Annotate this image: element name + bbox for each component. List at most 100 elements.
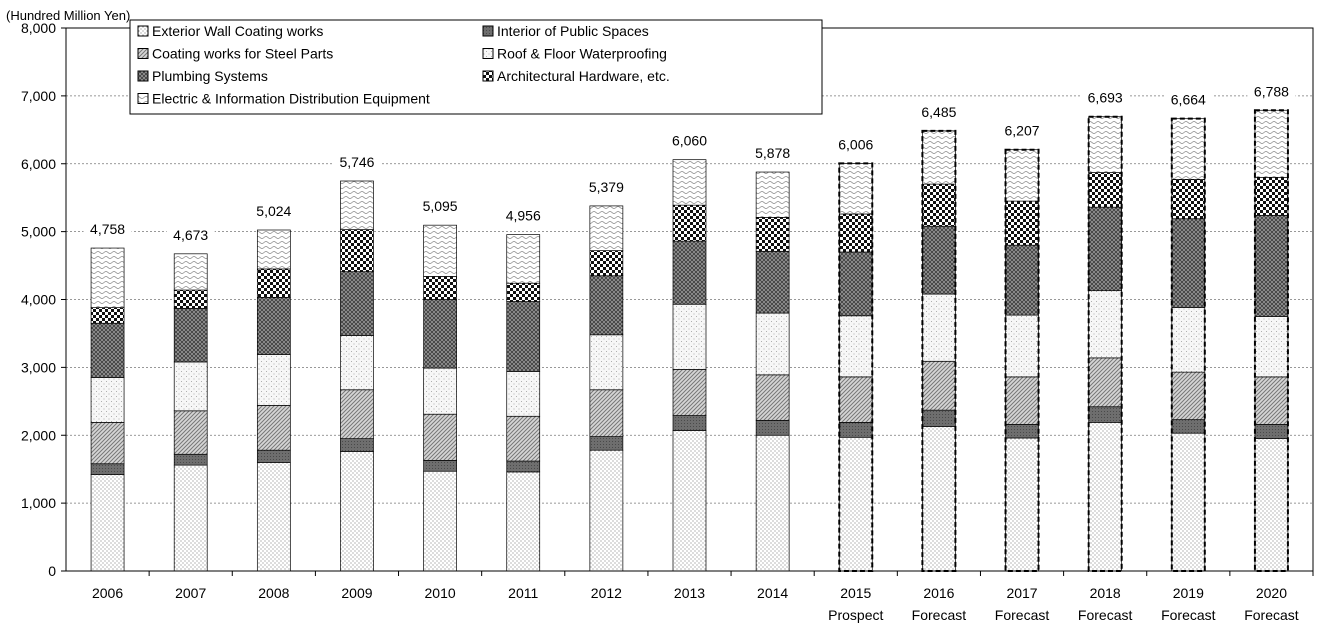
legend-entry-label: Exterior Wall Coating works xyxy=(152,23,323,39)
bar-segment-2 xyxy=(755,419,790,436)
total-label: 6,006 xyxy=(838,136,873,152)
bar-segment-4 xyxy=(506,371,541,417)
total-label: 4,956 xyxy=(506,208,541,224)
bar-segment-2 xyxy=(423,460,457,472)
total-labels: 4,758 4,673 5,024 5,746 5,095 4,956 5,379 6,060… xyxy=(83,81,1296,245)
legend-entry-label: Plumbing Systems xyxy=(152,68,268,84)
bar-segment-2 xyxy=(506,460,541,473)
bar-segment-7 xyxy=(672,159,707,206)
bar-segment-6 xyxy=(173,289,208,309)
x-tick-sublabel: Forecast xyxy=(1244,607,1299,623)
x-tick-label: 2015 xyxy=(840,585,871,601)
x-tick-label: 2008 xyxy=(258,585,289,601)
bar-segment-7 xyxy=(1005,149,1039,202)
total-label-bg xyxy=(332,151,381,172)
bar-segment-2 xyxy=(256,449,291,463)
bar-segment-5 xyxy=(173,307,208,363)
bar-segment-1 xyxy=(922,426,956,572)
bar-segment-7 xyxy=(90,247,125,308)
bar-segment-1 xyxy=(506,471,541,572)
y-tick-label: 0 xyxy=(48,563,56,579)
legend-entry-label: Interior of Public Spaces xyxy=(497,23,649,39)
x-tick-label: 2014 xyxy=(757,585,788,601)
bar-segment-7 xyxy=(1254,109,1289,178)
bar-segment-6 xyxy=(755,217,790,252)
total-label-bg xyxy=(998,120,1047,141)
total-label: 5,878 xyxy=(755,145,790,161)
bar-segment-3 xyxy=(173,410,208,455)
bar-segment-7 xyxy=(173,253,208,291)
bar-segment-1 xyxy=(589,449,624,572)
total-label-bg xyxy=(166,224,215,245)
bar-segment-5 xyxy=(755,250,790,314)
x-tick-sublabel: Prospect xyxy=(828,607,883,623)
total-label-bg xyxy=(83,219,132,240)
bar-segment-3 xyxy=(1171,371,1206,420)
x-tick-label: 2020 xyxy=(1256,585,1287,601)
bar-segment-3 xyxy=(423,413,457,461)
bar-segment-5 xyxy=(1088,206,1123,292)
x-tick-sublabel: Forecast xyxy=(1161,607,1216,623)
legend-swatch xyxy=(482,48,494,59)
bar-segment-3 xyxy=(506,415,541,462)
legend-entry-label: Architectural Hardware, etc. xyxy=(497,68,670,84)
bar-segment-1 xyxy=(1005,437,1039,572)
bar-segment-1 xyxy=(1088,422,1123,572)
bar-segment-7 xyxy=(589,205,624,251)
bar-segment-3 xyxy=(672,369,707,416)
bar-segment-4 xyxy=(173,361,208,412)
forecast-bar-outline xyxy=(1170,117,1206,572)
bar-segment-3 xyxy=(755,374,790,421)
legend-swatch xyxy=(482,25,494,37)
bar-segment-4 xyxy=(1254,316,1289,378)
x-tick-label: 2007 xyxy=(175,585,206,601)
total-label-bg xyxy=(1164,89,1213,110)
y-axis-ticks: 0 1,000 2,000 3,000 4,000 5,000 6,000 7,000 8,00… xyxy=(21,20,66,579)
legend-swatch xyxy=(137,93,149,104)
x-tick-sublabel: Forecast xyxy=(912,607,967,623)
bar-segment-5 xyxy=(90,322,125,378)
bar-segment-2 xyxy=(173,453,208,466)
bar-segment-7 xyxy=(838,162,873,215)
total-label-bg xyxy=(416,196,465,217)
total-label: 5,379 xyxy=(589,179,624,195)
bar-segment-5 xyxy=(506,301,541,372)
total-label-bg xyxy=(499,205,548,226)
legend-entry-label: Electric & Information Distribution Equi… xyxy=(152,91,430,107)
total-label-bg xyxy=(582,176,631,197)
bar-segment-3 xyxy=(90,422,125,465)
y-tick-label: 1,000 xyxy=(21,495,56,511)
total-label: 6,664 xyxy=(1171,92,1206,108)
bar-segment-7 xyxy=(256,229,291,270)
bar-segment-2 xyxy=(838,422,873,438)
bar-segment-6 xyxy=(838,213,873,253)
bar-segment-2 xyxy=(1005,424,1039,439)
bar-segment-4 xyxy=(838,315,873,378)
bar-segment-1 xyxy=(755,434,790,572)
bar-segment-7 xyxy=(922,130,956,185)
x-tick-label: 2011 xyxy=(508,585,538,601)
bar-segment-6 xyxy=(1088,172,1123,208)
forecast-bar-outline xyxy=(1253,109,1289,573)
bar-segment-1 xyxy=(340,451,374,572)
y-tick-label: 2,000 xyxy=(21,427,56,443)
bar-segment-4 xyxy=(922,293,956,362)
y-tick-label: 3,000 xyxy=(21,359,56,375)
y-tick-label: 5,000 xyxy=(21,224,56,240)
legend: Exterior Wall Coating works Interior of P… xyxy=(129,19,823,115)
x-tick-label: 2019 xyxy=(1173,585,1204,601)
x-tick-label: 2017 xyxy=(1006,585,1037,601)
x-tick-label: 2009 xyxy=(341,585,372,601)
bar-segment-2 xyxy=(1171,419,1206,434)
bar-segment-5 xyxy=(922,225,956,295)
x-tick-label: 2010 xyxy=(425,585,456,601)
bar-segment-6 xyxy=(589,250,624,277)
x-tick-label: 2018 xyxy=(1090,585,1121,601)
bar-segment-3 xyxy=(1005,376,1039,425)
x-tick-label: 2013 xyxy=(674,585,705,601)
bar-segment-3 xyxy=(838,376,873,423)
total-label-bg xyxy=(249,200,298,221)
bar-segment-4 xyxy=(1005,314,1039,378)
y-tick-label: 4,000 xyxy=(21,292,56,308)
